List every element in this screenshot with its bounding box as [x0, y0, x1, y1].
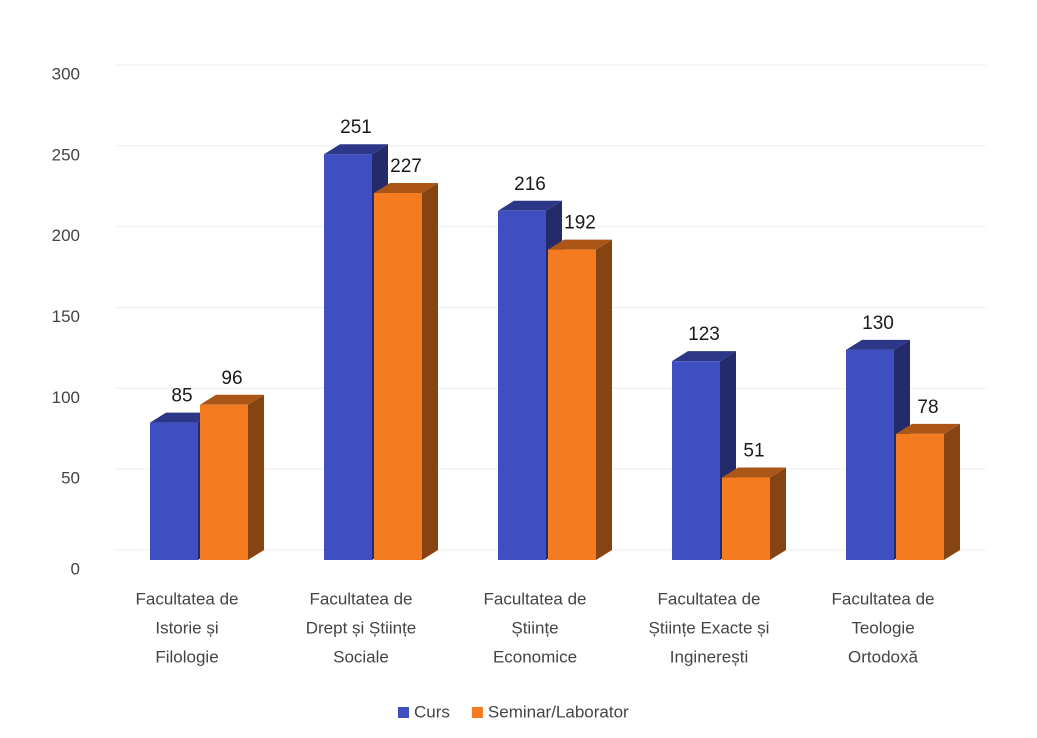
bar-top: [374, 183, 438, 194]
data-label: 227: [390, 156, 422, 177]
bar-top: [150, 412, 214, 423]
legend-label: Curs: [414, 702, 450, 721]
bar: [672, 361, 720, 560]
bar: [324, 154, 372, 560]
x-tick-label: Sociale: [333, 647, 389, 666]
bar-side: [770, 467, 786, 560]
bar: [896, 433, 944, 560]
x-tick-label: Teologie: [851, 618, 914, 637]
bar-top: [896, 423, 960, 434]
bar: [548, 249, 596, 560]
x-tick-label: Științe Exacte și: [649, 618, 770, 637]
bar-top: [846, 339, 910, 350]
x-tick-label: Facultatea de: [135, 589, 238, 608]
bar-top: [324, 144, 388, 155]
data-label: 51: [743, 441, 764, 462]
x-tick-label: Facultatea de: [309, 589, 412, 608]
data-label: 130: [862, 313, 894, 334]
bar-side: [944, 423, 960, 560]
data-label: 216: [514, 174, 546, 195]
bar-top: [548, 239, 612, 250]
x-tick-label: Facultatea de: [657, 589, 760, 608]
bar-side: [596, 239, 612, 560]
legend-label: Seminar/Laborator: [488, 702, 629, 721]
bar: [846, 349, 894, 560]
bar: [374, 193, 422, 560]
y-tick-label: 100: [52, 388, 80, 407]
y-tick-label: 300: [52, 64, 80, 83]
y-tick-label: 0: [71, 559, 80, 578]
bar: [200, 404, 248, 560]
bar: [498, 210, 546, 561]
x-tick-label: Facultatea de: [483, 589, 586, 608]
bar-side: [248, 394, 264, 560]
legend-swatch: [398, 707, 409, 718]
data-label: 78: [917, 397, 938, 418]
bar: [150, 422, 198, 560]
x-tick-label: Științe: [511, 618, 558, 637]
x-tick-label: Ortodoxă: [848, 647, 918, 666]
x-tick-label: Drept și Științe: [306, 618, 417, 637]
data-label: 192: [564, 213, 596, 234]
x-tick-label: Inginerești: [670, 647, 748, 666]
data-label: 96: [221, 368, 242, 389]
bar-top: [722, 467, 786, 478]
x-tick-label: Economice: [493, 647, 577, 666]
bar-top: [200, 394, 264, 405]
data-label: 85: [171, 386, 192, 407]
x-tick-label: Facultatea de: [831, 589, 934, 608]
data-label: 123: [688, 324, 720, 345]
x-tick-label: Filologie: [155, 647, 218, 666]
bar: [722, 477, 770, 560]
bar-top: [498, 200, 562, 211]
bar-side: [422, 183, 438, 560]
y-tick-label: 50: [61, 469, 80, 488]
y-tick-label: 200: [52, 226, 80, 245]
y-tick-label: 150: [52, 307, 80, 326]
y-tick-label: 250: [52, 145, 80, 164]
bar-top: [672, 351, 736, 362]
legend-swatch: [471, 707, 483, 718]
data-label: 251: [340, 117, 372, 138]
x-tick-label: Istorie și: [155, 618, 218, 637]
